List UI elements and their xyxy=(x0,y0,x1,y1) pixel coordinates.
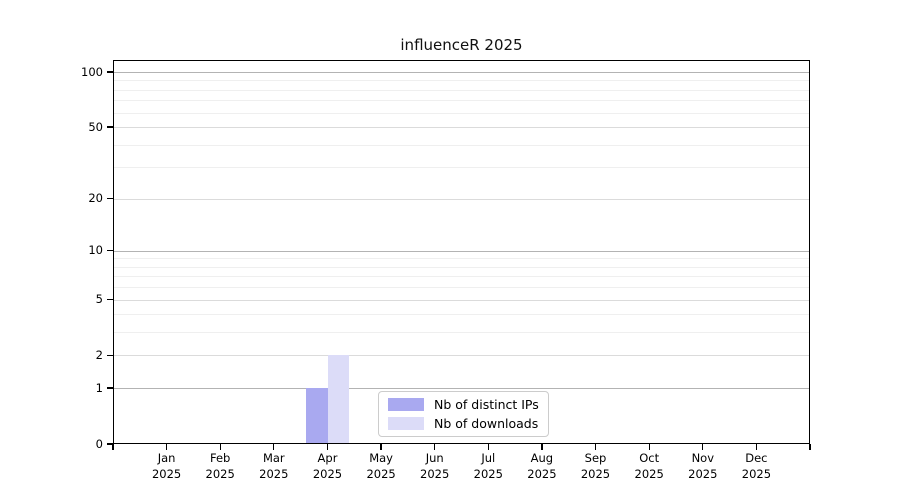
y-tick xyxy=(107,197,113,200)
x-tick-year: 2025 xyxy=(205,466,235,481)
legend-swatch-downloads xyxy=(388,417,424,430)
y-tick-label: 5 xyxy=(95,292,103,307)
x-tick-month: Jul xyxy=(481,451,496,465)
gridline-minor xyxy=(114,314,809,316)
x-tick-month: Jun xyxy=(425,451,444,465)
x-tick-month: Sep xyxy=(584,451,607,465)
x-axis-edge-tick xyxy=(809,444,811,450)
x-tick xyxy=(594,444,597,450)
x-axis-edge-tick xyxy=(112,444,114,450)
y-tick xyxy=(107,126,113,128)
x-tick-label: Jun 2025 xyxy=(403,451,467,482)
x-tick-year: 2025 xyxy=(473,466,503,481)
y-tick xyxy=(107,250,113,252)
y-tick xyxy=(107,354,113,357)
x-tick-label: Aug 2025 xyxy=(510,451,574,482)
x-tick-label: Oct 2025 xyxy=(617,451,681,482)
x-tick-year: 2025 xyxy=(741,466,772,481)
x-tick-label: Nov 2025 xyxy=(671,451,735,482)
x-tick-month: Apr xyxy=(317,451,338,465)
x-tick xyxy=(380,444,382,450)
plot-area-border xyxy=(113,60,810,444)
gridline xyxy=(114,127,809,129)
y-tick-label: 100 xyxy=(81,64,103,79)
x-tick xyxy=(755,444,758,450)
legend-swatch-distinct-ips xyxy=(388,398,424,411)
x-tick-month: Dec xyxy=(745,451,768,465)
y-tick xyxy=(107,71,113,73)
x-tick-label: Jan 2025 xyxy=(135,451,199,482)
x-tick-label: Feb 2025 xyxy=(188,451,252,482)
y-tick-label: 20 xyxy=(88,191,103,206)
y-tick xyxy=(107,298,113,301)
x-tick xyxy=(219,444,221,450)
x-tick-month: May xyxy=(369,451,393,465)
gridline xyxy=(114,388,809,390)
x-tick-year: 2025 xyxy=(366,466,396,481)
x-tick-year: 2025 xyxy=(151,466,182,481)
x-tick xyxy=(487,444,489,450)
legend-label-downloads: Nb of downloads xyxy=(434,416,539,431)
legend-item-distinct-ips: Nb of distinct IPs xyxy=(388,398,539,411)
gridline-minor xyxy=(114,89,809,91)
x-tick-month: Aug xyxy=(530,451,554,465)
x-tick-label: May 2025 xyxy=(349,451,413,482)
x-tick-year: 2025 xyxy=(312,466,343,481)
x-tick-label: Sep 2025 xyxy=(564,451,628,482)
x-tick-month: Feb xyxy=(210,451,231,465)
gridline xyxy=(114,72,809,73)
x-tick xyxy=(273,444,275,450)
gridline xyxy=(114,250,809,252)
x-tick-label: Mar 2025 xyxy=(242,451,306,482)
y-tick-label: 10 xyxy=(88,243,103,258)
y-tick-label: 50 xyxy=(88,119,103,134)
x-tick-year: 2025 xyxy=(420,466,450,481)
legend-label-distinct-ips: Nb of distinct IPs xyxy=(434,397,539,412)
x-tick-year: 2025 xyxy=(259,466,289,481)
x-tick xyxy=(648,444,650,450)
x-tick-label: Jul 2025 xyxy=(456,451,520,482)
y-tick-label: 2 xyxy=(95,347,103,362)
bar-distinct-ips xyxy=(305,388,328,443)
legend: Nb of distinct IPs Nb of downloads xyxy=(378,391,549,437)
x-tick-year: 2025 xyxy=(527,466,557,481)
gridline-minor xyxy=(114,266,809,268)
gridline-minor xyxy=(114,258,809,260)
chart-title: influenceR 2025 xyxy=(400,36,523,54)
x-tick-month: Mar xyxy=(262,451,285,465)
bar-downloads xyxy=(327,355,349,443)
x-tick-year: 2025 xyxy=(634,466,664,481)
gridline-minor xyxy=(114,80,809,82)
gridline-minor xyxy=(114,332,809,334)
x-tick xyxy=(434,444,436,450)
x-tick-year: 2025 xyxy=(580,466,611,481)
x-tick-label: Dec 2025 xyxy=(724,451,788,482)
gridline-minor xyxy=(114,276,809,278)
y-tick xyxy=(107,443,113,445)
gridline-minor xyxy=(114,167,809,169)
x-tick xyxy=(702,444,704,450)
x-tick-year: 2025 xyxy=(688,466,718,481)
legend-item-downloads: Nb of downloads xyxy=(388,417,539,430)
gridline xyxy=(114,198,809,200)
gridline-minor xyxy=(114,287,809,289)
gridline-minor xyxy=(114,144,809,146)
x-tick-month: Oct xyxy=(639,451,660,465)
gridline-minor xyxy=(114,112,809,114)
x-tick xyxy=(165,444,168,450)
y-tick-label: 0 xyxy=(95,436,103,451)
x-tick-label: Apr 2025 xyxy=(296,451,360,482)
y-tick xyxy=(107,387,113,389)
gridline xyxy=(114,355,809,357)
x-tick xyxy=(326,444,329,450)
y-tick-label: 1 xyxy=(95,380,103,395)
x-tick-month: Nov xyxy=(691,451,715,465)
x-tick-month: Jan xyxy=(157,451,176,465)
gridline xyxy=(114,299,809,301)
gridline-minor xyxy=(114,100,809,102)
x-tick xyxy=(541,444,543,450)
